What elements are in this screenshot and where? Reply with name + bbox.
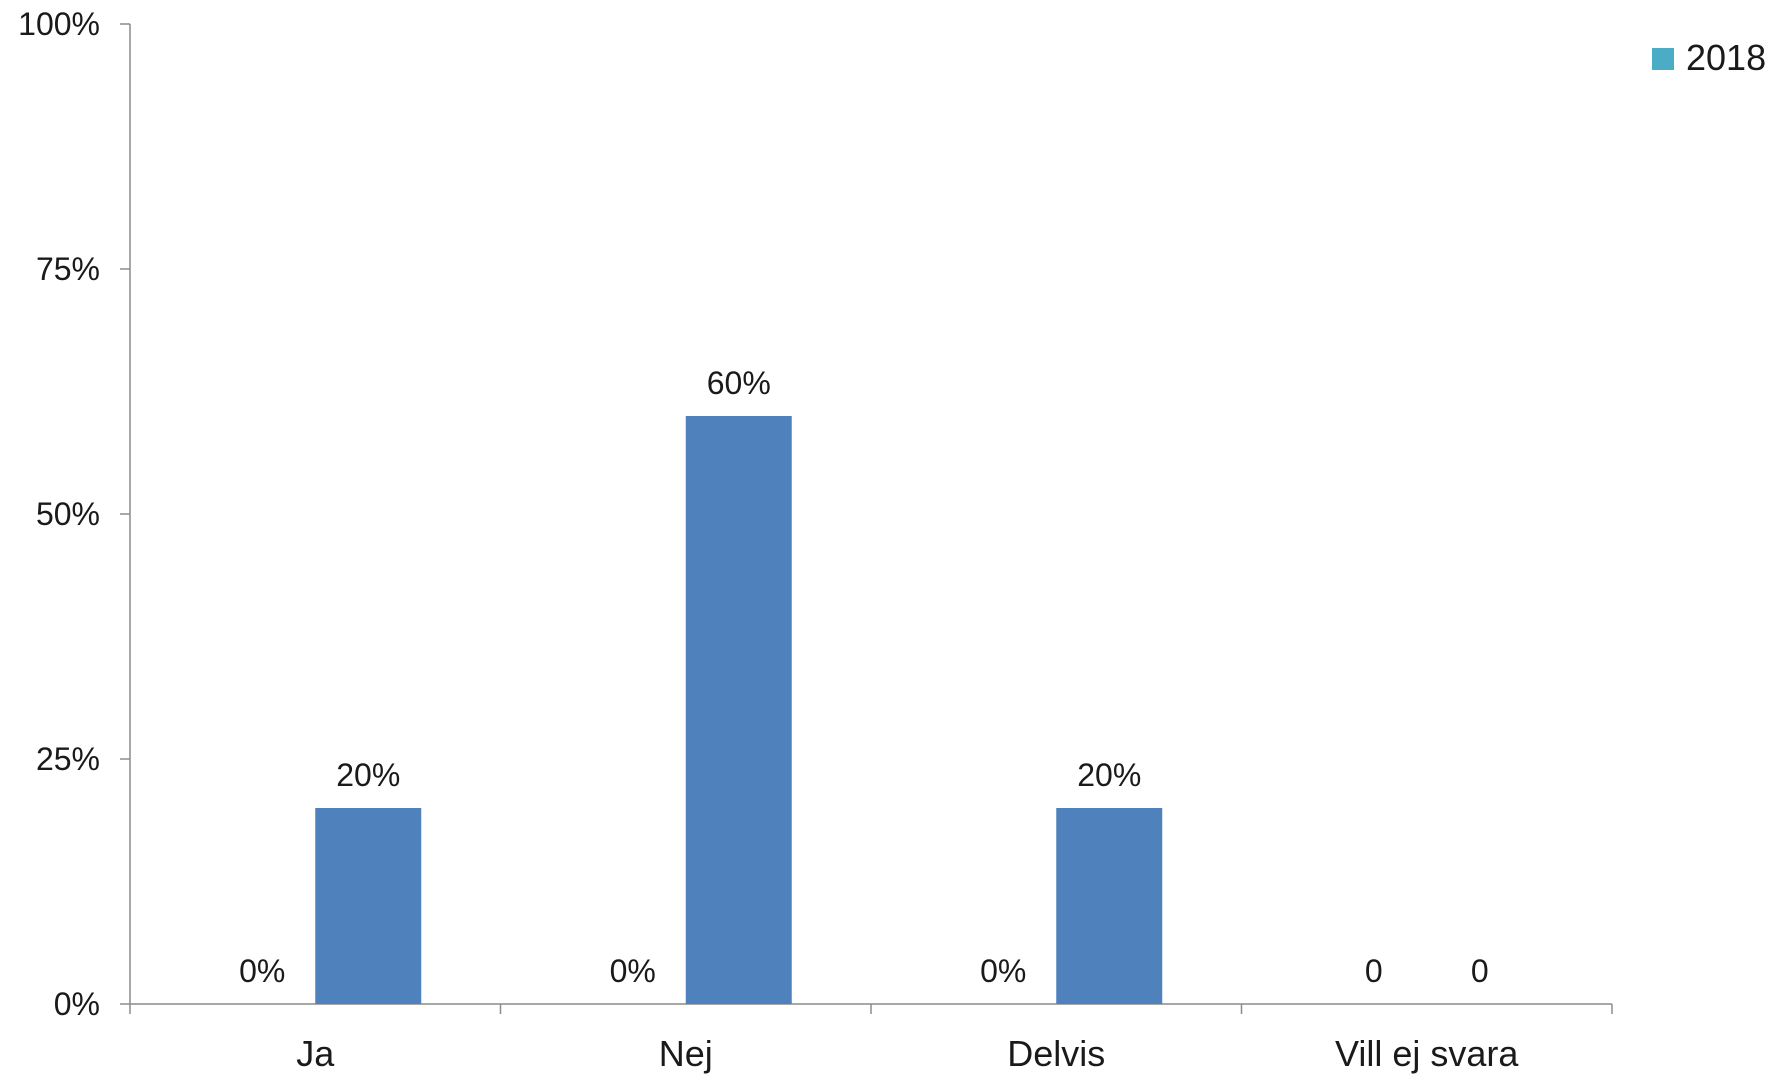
legend-swatch bbox=[1652, 48, 1674, 70]
x-category-label: Delvis bbox=[1007, 1033, 1105, 1074]
data-label: 60% bbox=[707, 365, 771, 401]
y-tick-label: 0% bbox=[54, 986, 100, 1022]
y-tick-label: 75% bbox=[36, 251, 100, 287]
data-label: 0 bbox=[1365, 953, 1383, 989]
axes: 0% 25% 50% 75% 100% Ja Nej Delvis Vill ej svara bbox=[18, 6, 1613, 1074]
bar bbox=[315, 808, 422, 1004]
legend-label: 2018 bbox=[1686, 37, 1766, 78]
data-label: 20% bbox=[336, 757, 400, 793]
data-labels: 0% 0% 0% 0 20% 60% 20% 0 bbox=[239, 365, 1489, 989]
y-tick-label: 50% bbox=[36, 496, 100, 532]
bar bbox=[685, 416, 792, 1004]
data-label: 0 bbox=[1471, 953, 1489, 989]
data-label: 0% bbox=[980, 953, 1026, 989]
bar bbox=[1056, 808, 1163, 1004]
legend: 2018 bbox=[1652, 37, 1766, 78]
y-tick-label: 25% bbox=[36, 741, 100, 777]
x-category-label: Vill ej svara bbox=[1335, 1033, 1519, 1074]
x-category-label: Nej bbox=[659, 1033, 713, 1074]
data-label: 0% bbox=[610, 953, 656, 989]
y-tick-label: 100% bbox=[18, 6, 100, 42]
data-label: 20% bbox=[1077, 757, 1141, 793]
x-category-label: Ja bbox=[296, 1033, 335, 1074]
bars bbox=[315, 416, 1163, 1004]
data-label: 0% bbox=[239, 953, 285, 989]
